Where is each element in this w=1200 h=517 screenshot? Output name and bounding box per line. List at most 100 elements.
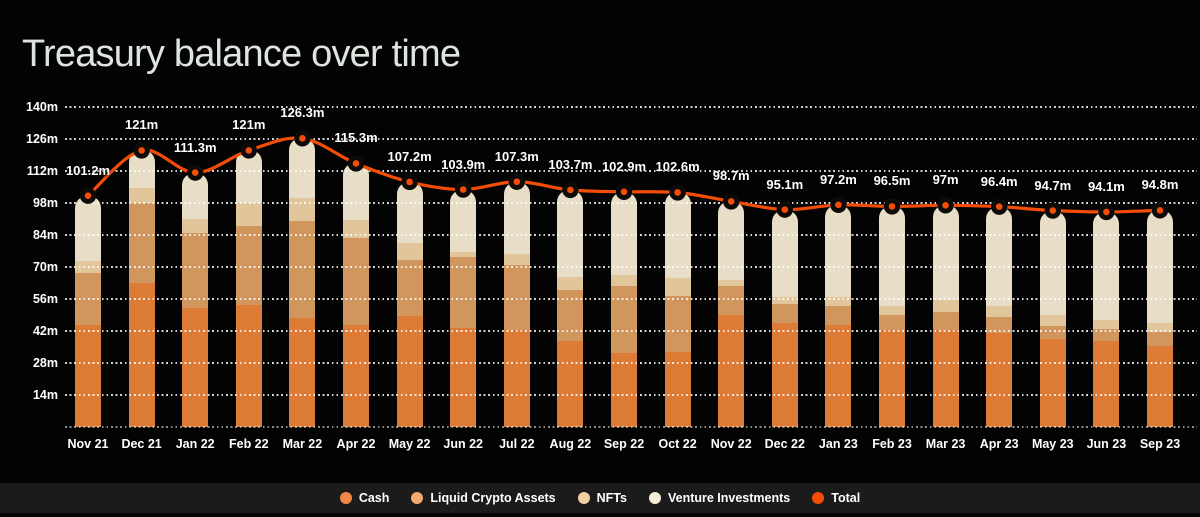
bar-segment-cash xyxy=(1147,345,1173,427)
bar-segment-cash xyxy=(557,341,584,427)
x-tick-label: Nov 22 xyxy=(710,437,752,451)
bar-segment-cash xyxy=(128,282,155,427)
bar-segment-venture xyxy=(825,204,852,297)
bar-segment-cash xyxy=(75,325,101,427)
bar-feb-23[interactable] xyxy=(879,206,905,427)
bar-may-22[interactable] xyxy=(396,181,423,427)
bar-segment-venture xyxy=(1039,210,1066,315)
bar-segment-liquid_crypto xyxy=(879,315,905,330)
bar-segment-liquid_crypto xyxy=(396,260,423,317)
legend-item-venture[interactable]: Venture Investments xyxy=(648,491,790,505)
bar-mar-23[interactable] xyxy=(932,205,959,427)
bar-segment-cash xyxy=(396,316,423,427)
x-tick-label: Dec 21 xyxy=(121,437,162,451)
x-tick-label: Aug 22 xyxy=(549,437,592,451)
bar-sep-23[interactable] xyxy=(1147,210,1173,427)
x-tick-label: May 22 xyxy=(388,437,431,451)
bar-segment-liquid_crypto xyxy=(611,286,637,353)
bar-segment-liquid_crypto xyxy=(825,305,852,326)
bar-segment-liquid_crypto xyxy=(664,295,691,352)
bar-mar-22[interactable] xyxy=(289,138,316,427)
x-tick-label: Jun 22 xyxy=(443,437,483,451)
bar-oct-22[interactable] xyxy=(664,192,691,427)
legend-dot-nfts-icon xyxy=(577,492,590,504)
bar-nov-21[interactable] xyxy=(75,195,101,427)
x-tick-label: Mar 23 xyxy=(925,437,966,451)
total-value-label: 121m xyxy=(124,117,159,133)
bar-segment-nfts xyxy=(825,296,852,306)
bar-aug-22[interactable] xyxy=(557,189,584,427)
bar-segment-cash xyxy=(1039,338,1066,427)
legend-item-nfts[interactable]: NFTs xyxy=(577,491,627,505)
bar-dec-21[interactable] xyxy=(128,150,155,427)
gridline xyxy=(65,106,1197,108)
bar-nov-22[interactable] xyxy=(718,201,745,427)
bar-segment-liquid_crypto xyxy=(771,304,798,323)
bar-segment-venture xyxy=(343,163,369,221)
bar-segment-venture xyxy=(1093,211,1120,320)
bar-segment-nfts xyxy=(557,277,584,290)
legend-item-cash[interactable]: Cash xyxy=(339,491,390,505)
x-tick-label: May 23 xyxy=(1031,437,1074,451)
bar-segment-venture xyxy=(1147,210,1173,323)
bar-segment-nfts xyxy=(986,305,1013,318)
bar-apr-23[interactable] xyxy=(986,206,1013,427)
bar-segment-liquid_crypto xyxy=(343,238,369,326)
bar-segment-nfts xyxy=(450,252,477,257)
bar-segment-nfts xyxy=(718,279,745,287)
bar-segment-venture xyxy=(771,209,798,298)
bar-segment-venture xyxy=(450,189,477,253)
y-tick-label: 70m xyxy=(32,260,58,274)
legend-bar: Cash Liquid Crypto Assets NFTs Venture Inve… xyxy=(0,483,1200,513)
bar-segment-liquid_crypto xyxy=(718,286,745,315)
bar-jan-23[interactable] xyxy=(825,204,852,427)
bar-segment-liquid_crypto xyxy=(235,225,262,305)
y-tick-label: 98m xyxy=(32,196,58,210)
bar-dec-22[interactable] xyxy=(771,209,798,427)
bar-segment-nfts xyxy=(932,300,959,312)
bar-segment-venture xyxy=(611,191,637,275)
bar-segment-cash xyxy=(503,329,530,427)
bar-segment-nfts xyxy=(503,254,530,265)
bar-segment-nfts xyxy=(235,203,262,226)
bar-segment-venture xyxy=(503,181,530,255)
legend-item-total[interactable]: Total xyxy=(812,491,860,505)
x-tick-label: Jan 22 xyxy=(175,437,215,451)
bar-segment-liquid_crypto xyxy=(450,256,477,328)
x-tick-label: Apr 22 xyxy=(336,437,376,451)
x-tick-label: Sep 23 xyxy=(1139,437,1181,451)
y-tick-label: 42m xyxy=(32,324,58,338)
bar-may-23[interactable] xyxy=(1039,210,1066,427)
y-tick-label: 126m xyxy=(26,132,58,146)
bar-segment-venture xyxy=(128,150,155,189)
bar-feb-22[interactable] xyxy=(235,150,262,427)
bar-segment-liquid_crypto xyxy=(75,272,101,326)
legend-item-label: Total xyxy=(831,491,861,505)
bar-jul-22[interactable] xyxy=(503,181,530,427)
bar-segment-nfts xyxy=(396,243,423,261)
bar-segment-venture xyxy=(235,150,262,204)
bar-segment-liquid_crypto xyxy=(182,232,209,309)
bar-segment-cash xyxy=(664,351,691,427)
bar-segment-cash xyxy=(611,352,637,427)
bar-segment-cash xyxy=(771,322,798,427)
bar-segment-nfts xyxy=(771,297,798,305)
bar-jun-22[interactable] xyxy=(450,189,477,427)
bar-jan-22[interactable] xyxy=(182,172,209,427)
bar-segment-nfts xyxy=(879,305,905,315)
total-value-label: 115.3m xyxy=(334,130,378,146)
x-tick-label: Jan 23 xyxy=(818,437,858,451)
bar-sep-22[interactable] xyxy=(611,191,637,427)
bar-segment-venture xyxy=(557,189,584,278)
legend-item-liquid_crypto[interactable]: Liquid Crypto Assets xyxy=(411,491,556,505)
bar-segment-cash xyxy=(343,325,369,427)
legend-item-label: Cash xyxy=(358,491,390,505)
bar-apr-22[interactable] xyxy=(343,163,369,427)
bar-segment-nfts xyxy=(343,220,369,239)
bar-segment-nfts xyxy=(611,275,637,287)
bar-segment-liquid_crypto xyxy=(557,289,584,342)
bar-segment-nfts xyxy=(289,198,316,222)
bar-jun-23[interactable] xyxy=(1093,211,1120,427)
